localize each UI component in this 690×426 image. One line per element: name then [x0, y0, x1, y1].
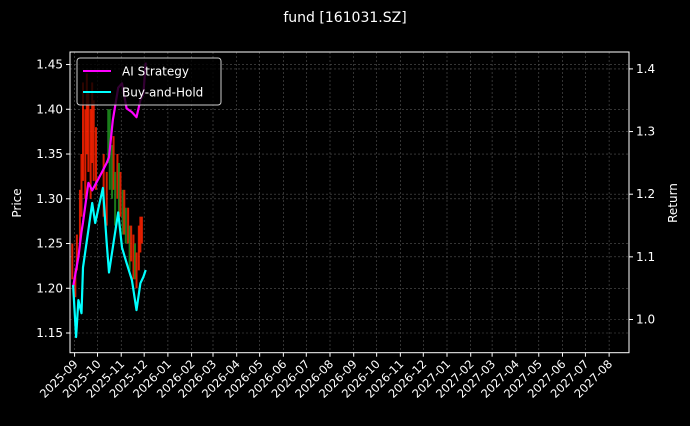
- y-left-tick-label: 1.40: [36, 102, 63, 116]
- legend: AI Strategy Buy-and-Hold: [76, 57, 222, 106]
- y-right-tick-label: 1.4: [636, 62, 655, 76]
- candle-up: [87, 91, 90, 172]
- candle-up: [85, 73, 88, 155]
- candle-up: [127, 207, 130, 244]
- legend-buy-and-hold-label: Buy-and-Hold: [122, 86, 203, 100]
- y-axis-left-label: Price: [10, 188, 24, 217]
- candle-up: [89, 109, 92, 199]
- candle-down: [128, 225, 131, 271]
- candle-up: [74, 270, 77, 298]
- return-lines: [72, 62, 147, 339]
- candle-up: [116, 154, 119, 199]
- candle-up: [95, 127, 97, 190]
- candle-up: [140, 216, 143, 244]
- y-left-tick-label: 1.20: [36, 281, 63, 295]
- y-left-tick-label: 1.45: [36, 58, 63, 72]
- candle-down: [134, 243, 136, 280]
- candle-up: [123, 189, 126, 235]
- candle-up: [75, 234, 78, 271]
- candle-up: [135, 252, 138, 289]
- plot-frame: [69, 51, 630, 354]
- candle-up: [82, 82, 84, 181]
- candle-up: [91, 82, 94, 163]
- y-right-tick-label: 1.1: [636, 250, 655, 264]
- candle-down: [111, 145, 114, 199]
- candle-up: [112, 136, 115, 190]
- candle-up: [137, 225, 140, 271]
- y-axis-right: 1.0 1.1 1.2 1.3 1.4: [629, 62, 655, 326]
- y-right-tick-label: 1.3: [636, 125, 655, 139]
- candle-up: [71, 243, 74, 280]
- candle-up: [84, 109, 87, 199]
- y-right-tick-label: 1.2: [636, 187, 655, 201]
- legend-ai-strategy-label: AI Strategy: [122, 65, 189, 79]
- candle-up: [132, 234, 135, 280]
- candle-down: [107, 109, 110, 163]
- y-left-tick-label: 1.30: [36, 192, 63, 206]
- ai-strategy-line: [72, 62, 147, 288]
- candle-up: [139, 216, 142, 253]
- candle-up: [92, 100, 95, 181]
- candle-down: [121, 189, 124, 235]
- candle-up: [119, 171, 122, 217]
- chart-title: fund [161031.SZ]: [283, 10, 406, 26]
- y-left-tick-label: 1.35: [36, 147, 63, 161]
- y-axis-right-label: Return: [666, 183, 680, 223]
- y-left-tick-label: 1.25: [36, 237, 63, 251]
- candle-up: [80, 154, 83, 217]
- candle-up: [105, 171, 108, 226]
- candle-down: [114, 171, 117, 226]
- candle-down: [117, 162, 120, 217]
- y-left-tick-label: 1.15: [36, 326, 63, 340]
- y-right-tick-label: 1.0: [636, 312, 655, 326]
- y-axis-left: 1.15 1.20 1.25 1.30 1.35 1.40 1.45: [36, 58, 70, 340]
- price-candles: [71, 73, 143, 298]
- candle-up: [130, 225, 133, 262]
- legend-box: [76, 57, 222, 106]
- candle-up: [78, 189, 81, 244]
- candle-up: [102, 154, 105, 217]
- candle-down: [124, 207, 127, 244]
- x-axis: 2025-092025-102025-112025-122026-012026-…: [37, 352, 615, 401]
- buy-and-hold-line: [72, 186, 147, 339]
